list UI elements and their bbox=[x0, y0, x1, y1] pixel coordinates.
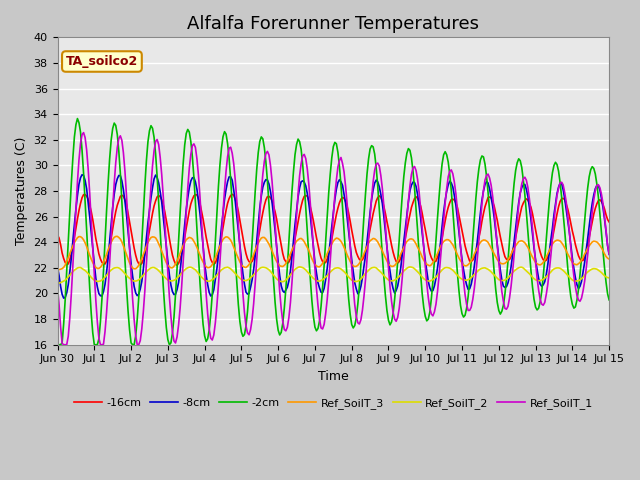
-8cm bbox=[401, 225, 409, 231]
Ref_SoilT_2 bbox=[400, 268, 408, 274]
Ref_SoilT_2 bbox=[296, 264, 303, 270]
Ref_SoilT_1 bbox=[389, 309, 397, 315]
Ref_SoilT_2 bbox=[54, 280, 61, 286]
Ref_SoilT_3 bbox=[605, 256, 613, 262]
Ref_SoilT_2 bbox=[540, 276, 547, 282]
-2cm bbox=[400, 174, 408, 180]
-16cm bbox=[605, 219, 613, 225]
-16cm bbox=[69, 243, 77, 249]
Ref_SoilT_3 bbox=[369, 236, 377, 241]
Legend: -16cm, -8cm, -2cm, Ref_SoilT_3, Ref_SoilT_2, Ref_SoilT_1: -16cm, -8cm, -2cm, Ref_SoilT_3, Ref_Soil… bbox=[69, 393, 597, 413]
Ref_SoilT_3 bbox=[540, 260, 547, 265]
Ref_SoilT_2 bbox=[69, 269, 77, 275]
Line: -8cm: -8cm bbox=[58, 175, 609, 298]
Ref_SoilT_3 bbox=[69, 243, 77, 249]
X-axis label: Time: Time bbox=[318, 370, 349, 383]
-8cm bbox=[70, 222, 78, 228]
Text: TA_soilco2: TA_soilco2 bbox=[66, 55, 138, 68]
-8cm bbox=[541, 279, 548, 285]
-2cm bbox=[74, 116, 81, 121]
Line: -16cm: -16cm bbox=[58, 194, 609, 265]
Line: Ref_SoilT_2: Ref_SoilT_2 bbox=[58, 267, 609, 283]
Ref_SoilT_1 bbox=[60, 342, 67, 348]
Ref_SoilT_1 bbox=[401, 236, 409, 241]
-16cm bbox=[54, 232, 61, 238]
Title: Alfalfa Forerunner Temperatures: Alfalfa Forerunner Temperatures bbox=[188, 15, 479, 33]
-2cm bbox=[54, 342, 61, 348]
-2cm bbox=[369, 144, 377, 150]
-16cm bbox=[541, 258, 548, 264]
-8cm bbox=[78, 172, 86, 178]
Ref_SoilT_2 bbox=[605, 275, 613, 281]
Ref_SoilT_1 bbox=[70, 233, 78, 239]
-2cm bbox=[605, 297, 613, 303]
-2cm bbox=[540, 274, 547, 279]
Ref_SoilT_1 bbox=[159, 193, 167, 199]
-16cm bbox=[389, 249, 397, 255]
Y-axis label: Temperatures (C): Temperatures (C) bbox=[15, 137, 28, 245]
-8cm bbox=[60, 295, 67, 301]
-8cm bbox=[371, 180, 378, 186]
Ref_SoilT_3 bbox=[113, 233, 121, 239]
-2cm bbox=[158, 256, 166, 262]
Ref_SoilT_1 bbox=[371, 168, 378, 173]
-8cm bbox=[389, 286, 397, 291]
-16cm bbox=[173, 263, 181, 268]
Ref_SoilT_1 bbox=[54, 285, 61, 291]
Line: Ref_SoilT_1: Ref_SoilT_1 bbox=[58, 132, 609, 345]
Ref_SoilT_3 bbox=[388, 264, 396, 269]
-16cm bbox=[371, 204, 378, 210]
Ref_SoilT_3 bbox=[158, 248, 166, 254]
Ref_SoilT_1 bbox=[80, 130, 88, 135]
Ref_SoilT_2 bbox=[369, 264, 377, 270]
-2cm bbox=[69, 156, 77, 161]
Ref_SoilT_2 bbox=[388, 278, 396, 284]
-2cm bbox=[388, 319, 396, 325]
Ref_SoilT_1 bbox=[541, 300, 548, 305]
Line: Ref_SoilT_3: Ref_SoilT_3 bbox=[58, 236, 609, 271]
Ref_SoilT_3 bbox=[54, 268, 61, 274]
Ref_SoilT_1 bbox=[605, 252, 613, 257]
-16cm bbox=[156, 194, 164, 200]
-16cm bbox=[401, 235, 409, 241]
-8cm bbox=[159, 214, 167, 219]
Ref_SoilT_2 bbox=[156, 269, 164, 275]
-8cm bbox=[605, 252, 613, 257]
-8cm bbox=[54, 264, 61, 270]
-16cm bbox=[228, 192, 236, 197]
Line: -2cm: -2cm bbox=[58, 119, 609, 345]
Ref_SoilT_3 bbox=[400, 244, 408, 250]
